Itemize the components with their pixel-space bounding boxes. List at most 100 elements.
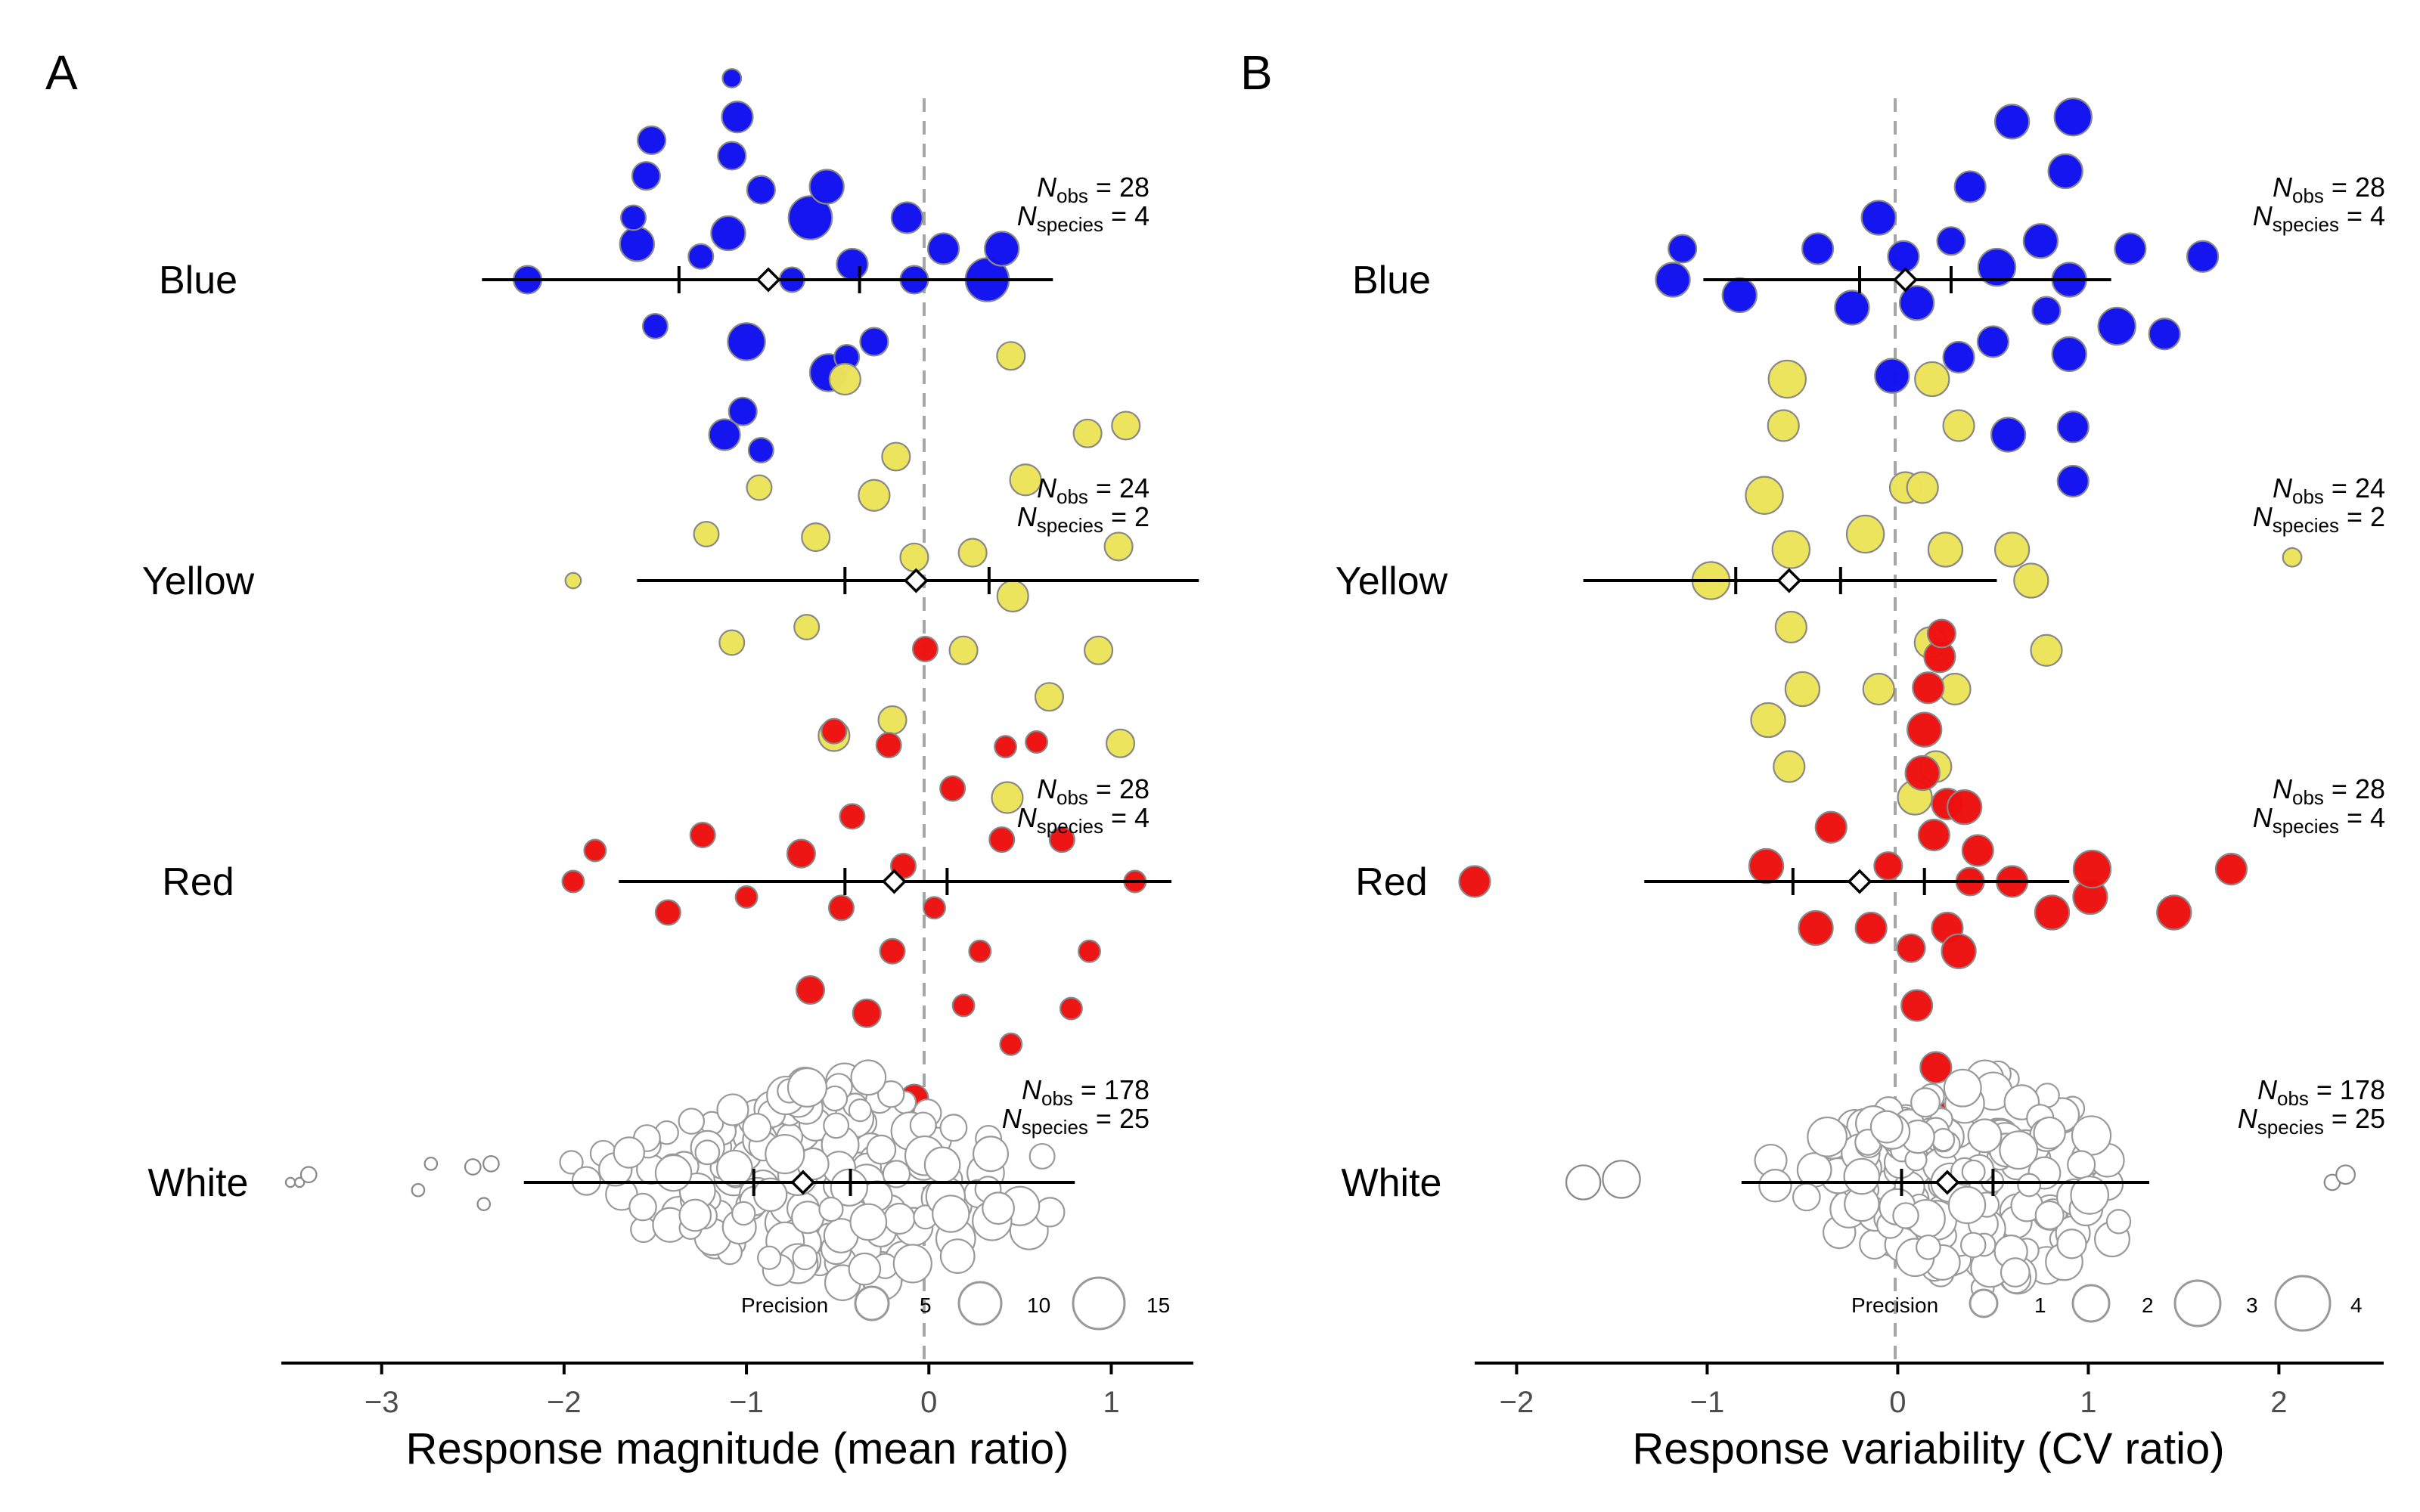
data-point: [1792, 1182, 1821, 1212]
data-point-blue-2: [1721, 277, 1758, 314]
data-point-red-5: [1873, 850, 1903, 881]
panel-b-x-ticks: −2 −1 0 1 2: [1500, 1363, 2288, 1419]
panel-a-tick-label-0: −3: [365, 1386, 399, 1419]
data-point-yellow-0: [2282, 547, 2303, 568]
panel-a-white-n-species: Nspecies = 25: [1002, 1103, 1150, 1139]
data-point: [866, 1134, 897, 1165]
data-point-red-9: [1907, 711, 1943, 748]
data-point-blue-11: [1953, 170, 1987, 203]
data-point-white-2: [299, 1166, 318, 1184]
data-point: [848, 1252, 882, 1286]
data-point-red-6: [795, 974, 826, 1005]
data-point: [850, 1059, 887, 1096]
data-point-blue-22: [2056, 411, 2090, 444]
data-point: [939, 1114, 968, 1142]
panel-a-tick-label-3: 0: [920, 1386, 937, 1419]
data-point-red-2: [1798, 909, 1834, 947]
data-point-blue-23: [836, 247, 869, 281]
data-point-blue-26: [2186, 240, 2220, 273]
data-point-red-12: [1919, 1051, 1953, 1084]
data-point-red-0: [1458, 865, 1491, 898]
panel-b-label: B: [1240, 45, 1273, 100]
data-point-red-24: [1059, 996, 1083, 1021]
data-point: [654, 1154, 693, 1192]
data-point: [716, 1093, 749, 1126]
data-point-red-27: [821, 717, 848, 745]
data-point: [1807, 1116, 1848, 1157]
data-point: [716, 1149, 753, 1187]
data-point-red-15: [923, 896, 946, 920]
data-point-blue-5: [1860, 200, 1897, 236]
panel-b-white-cloud: [1754, 1059, 2132, 1300]
panel-a-group-label-yellow: Yellow: [142, 559, 255, 603]
data-point-red-26: [2214, 852, 2248, 886]
data-point-white-0: [1565, 1164, 1602, 1201]
data-point: [882, 1160, 911, 1188]
data-point: [1959, 1232, 1987, 1259]
data-point: [1892, 1202, 1919, 1229]
data-point-yellow-21: [1103, 531, 1134, 562]
panel-a-legend-title: Precision: [741, 1294, 828, 1317]
panel-b-yellow-n-obs: Nobs = 24: [2273, 472, 2385, 508]
data-point: [742, 1113, 772, 1143]
panel-a-group-label-blue: Blue: [159, 259, 237, 302]
data-point: [972, 1136, 1010, 1173]
data-point: [2105, 1209, 2132, 1235]
data-point-blue-1: [619, 226, 655, 262]
data-point: [613, 1136, 645, 1169]
data-point-yellow-15: [996, 579, 1029, 613]
data-point: [786, 1067, 827, 1108]
data-point-yellow-6: [1774, 610, 1807, 644]
data-point: [2033, 1116, 2066, 1150]
data-point-yellow-7: [1773, 750, 1806, 783]
panel-b-red-estimate: [1847, 869, 1872, 894]
data-point-red-7: [1900, 989, 1934, 1022]
data-point-red-4: [734, 885, 759, 909]
data-point-yellow-8: [1767, 409, 1800, 442]
data-point-blue-24: [708, 418, 741, 451]
data-point-yellow-20: [1993, 531, 2031, 568]
data-point-white-5: [464, 1158, 482, 1176]
data-point-red-10: [875, 732, 902, 759]
panel-b-group-label-blue: Blue: [1352, 259, 1431, 302]
data-point-blue-19: [2047, 153, 2083, 190]
data-point-yellow-22: [2030, 634, 2063, 667]
panel-a-x-ticks: −3 −2 −1 0 1: [365, 1363, 1120, 1419]
panel-a-group-label-red: Red: [162, 860, 234, 904]
data-point-blue-8: [721, 101, 754, 134]
data-point-yellow-9: [1784, 671, 1821, 708]
data-point-red-22: [2034, 894, 2071, 931]
data-point: [883, 1202, 916, 1235]
data-point-yellow-14: [991, 781, 1024, 814]
panel-a-white-estimate: [790, 1170, 816, 1195]
data-point-red-8: [839, 803, 866, 830]
data-point: [1999, 1130, 2039, 1170]
data-point: [2070, 1176, 2109, 1215]
panel-b-group-label-yellow: Yellow: [1336, 559, 1448, 603]
panel-b-group-label-red: Red: [1355, 860, 1427, 904]
data-point-red-25: [1078, 939, 1101, 963]
data-point-red-20: [994, 735, 1018, 759]
panel-b-yellow-n-species: Nspecies = 2: [2253, 501, 2385, 537]
panel-b-tick-label-4: 2: [2270, 1386, 2287, 1419]
data-point-red-9: [852, 998, 882, 1028]
data-point-red-14: [1926, 618, 1956, 649]
panel-a-white-n-obs: Nobs = 178: [1022, 1074, 1150, 1110]
data-point-blue-10: [727, 322, 766, 361]
data-point-blue-1: [1668, 234, 1698, 264]
data-point: [792, 1244, 818, 1271]
data-point-blue-10: [1942, 340, 1975, 374]
data-point-yellow-19: [1072, 418, 1103, 448]
data-point: [559, 1150, 584, 1175]
data-point-red-18: [1941, 933, 1977, 969]
panel-a-blue-n-species: Nspecies = 4: [1017, 200, 1150, 236]
data-point-blue-21: [2053, 98, 2093, 137]
panel-b-blue-estimate: [1893, 267, 1918, 293]
panel-b-tick-label-3: 1: [2080, 1386, 2096, 1419]
data-point-blue-4: [637, 125, 667, 156]
data-point: [1910, 1087, 1941, 1118]
